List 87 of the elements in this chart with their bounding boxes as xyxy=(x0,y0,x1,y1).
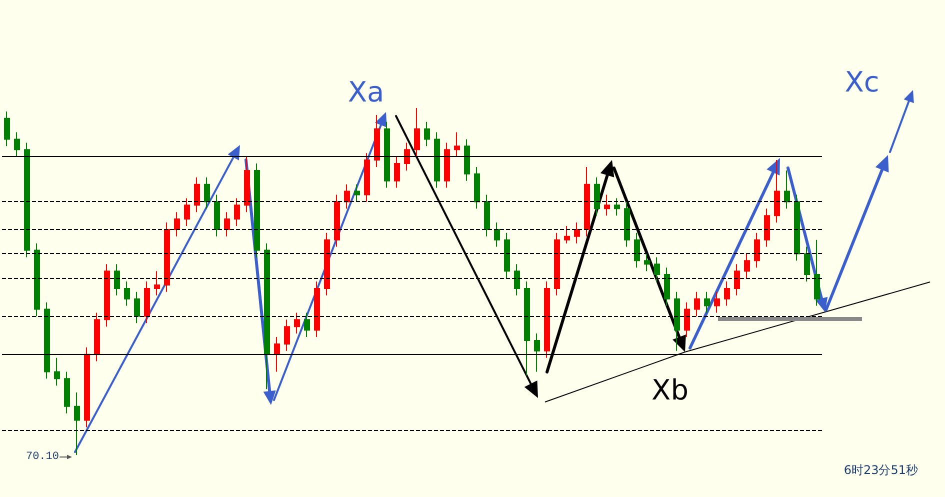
candlestick xyxy=(394,156,400,188)
candlestick xyxy=(704,291,710,314)
candlestick xyxy=(214,194,220,237)
candlestick xyxy=(204,176,210,210)
candlestick xyxy=(344,184,350,210)
candlestick xyxy=(74,392,80,456)
candlestick xyxy=(224,212,230,237)
candlestick xyxy=(734,264,740,296)
candlestick xyxy=(534,333,540,372)
candlestick xyxy=(494,222,500,248)
candlestick xyxy=(384,121,390,188)
candlestick xyxy=(814,239,820,306)
candlestick xyxy=(84,346,90,428)
candlestick xyxy=(744,253,750,279)
candlestick xyxy=(724,281,730,306)
candlestick xyxy=(134,291,140,324)
candlestick xyxy=(674,291,680,352)
candlestick xyxy=(94,312,100,362)
candlestick xyxy=(184,198,190,226)
candlestick xyxy=(164,222,170,292)
candlestick xyxy=(334,194,340,248)
candlestick xyxy=(264,242,270,390)
candlestick xyxy=(624,201,630,248)
candlestick xyxy=(364,152,370,202)
candlestick xyxy=(104,264,110,328)
candlestick xyxy=(144,281,150,324)
candlestick xyxy=(14,132,20,158)
candlestick xyxy=(254,163,260,258)
candlestick xyxy=(594,176,600,216)
candlestick xyxy=(504,232,510,279)
candlestick xyxy=(544,281,550,358)
candlestick xyxy=(24,142,30,258)
candlestick xyxy=(294,312,300,334)
candlestick xyxy=(54,357,60,386)
candlestick xyxy=(424,121,430,147)
candlestick xyxy=(574,222,580,244)
candlestick xyxy=(194,176,200,213)
candlestick xyxy=(304,312,310,338)
candlestick xyxy=(644,253,650,272)
candlestick xyxy=(154,270,160,296)
text: 6时23分51秒 xyxy=(844,463,918,477)
candlestick xyxy=(764,208,770,248)
candlestick xyxy=(64,371,70,414)
text: Xc xyxy=(844,66,880,98)
candlestick xyxy=(774,160,780,224)
candlestick xyxy=(284,319,290,352)
candlestick xyxy=(524,281,530,376)
candlestick xyxy=(684,302,690,338)
candlestick xyxy=(784,170,790,210)
candlestick xyxy=(474,166,480,210)
candlestick xyxy=(4,110,10,147)
candlestick xyxy=(454,132,460,158)
candlestick xyxy=(354,184,360,202)
candlestick xyxy=(444,142,450,188)
candlestick xyxy=(114,264,120,296)
candlestick xyxy=(464,138,470,182)
candlestick xyxy=(714,291,720,314)
candlestick xyxy=(234,198,240,226)
candlestick xyxy=(244,156,250,213)
annotation: 70.10 xyxy=(26,451,59,463)
candlestick xyxy=(314,281,320,338)
candlestick xyxy=(44,302,50,380)
candlestick xyxy=(584,166,590,237)
candlestick xyxy=(754,232,760,268)
candlestick xyxy=(274,336,280,372)
candlestick xyxy=(564,225,570,244)
candlestick xyxy=(174,212,180,237)
candlestick xyxy=(124,281,130,306)
candlestick xyxy=(404,142,410,171)
candlestick xyxy=(634,232,640,268)
annotation: Xb xyxy=(652,374,688,406)
candlestick xyxy=(554,232,560,296)
candlestick xyxy=(604,194,610,216)
candlestick xyxy=(614,198,620,216)
candlestick xyxy=(654,256,660,282)
candlestick xyxy=(34,242,40,317)
candlestick xyxy=(664,267,670,306)
annotation: Xa xyxy=(348,76,384,108)
candlestick xyxy=(484,194,490,237)
candlestick xyxy=(324,232,330,296)
candlestick xyxy=(434,132,440,188)
candlestick xyxy=(414,108,420,158)
candlestick xyxy=(804,246,810,282)
candlestick xyxy=(794,194,800,262)
candlestick xyxy=(694,291,700,317)
candlestick xyxy=(514,264,520,296)
candlestick xyxy=(374,114,380,168)
